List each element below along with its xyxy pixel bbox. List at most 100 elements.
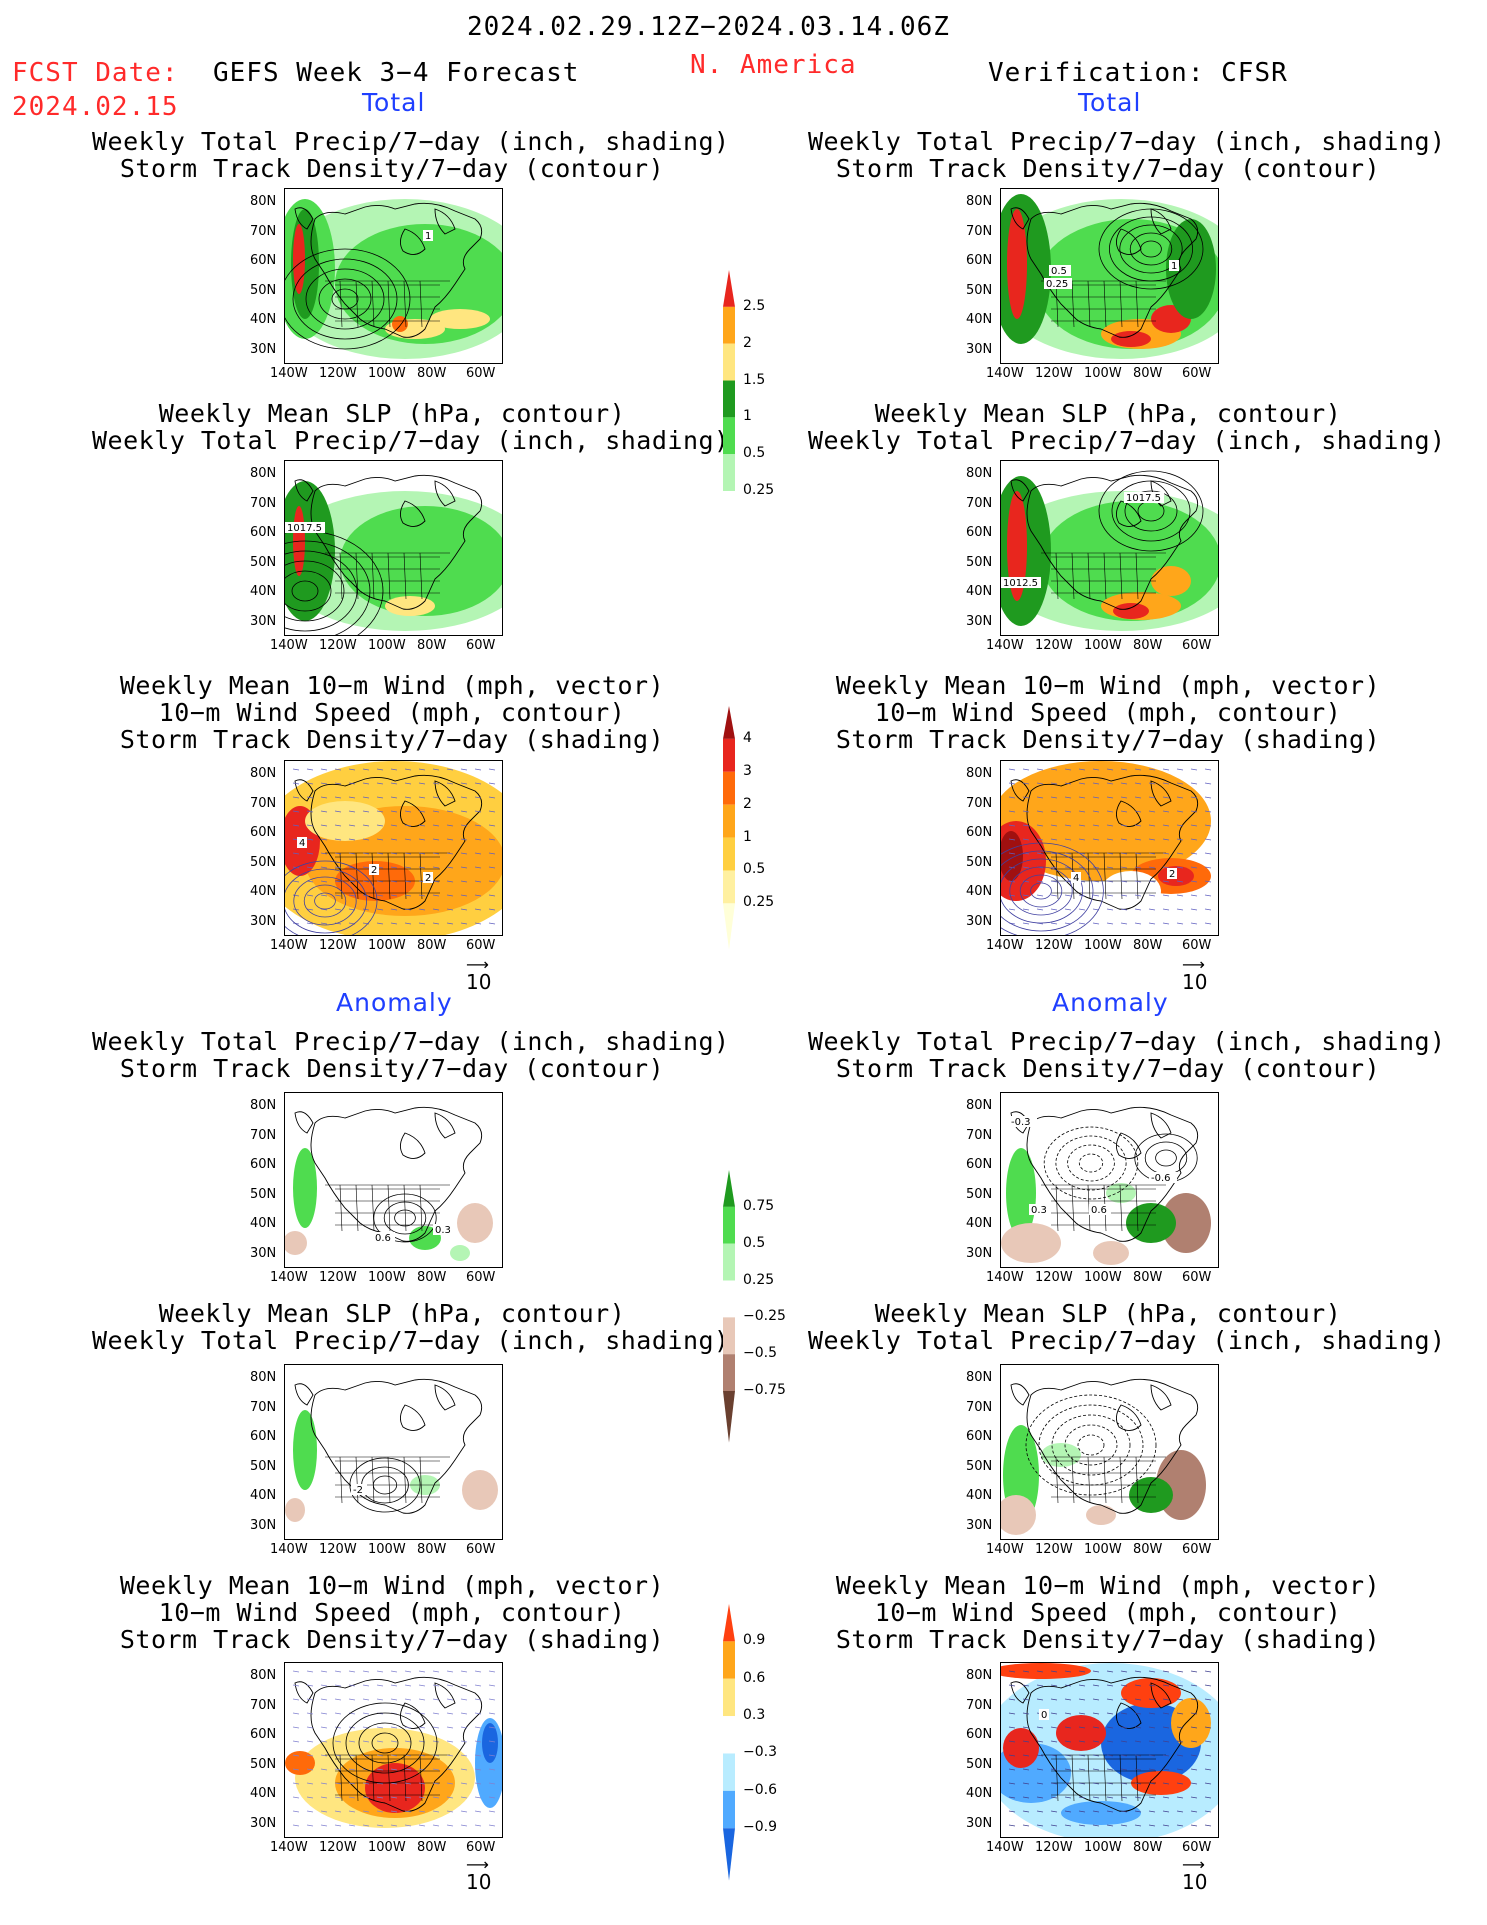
lon-tick-label: 140W [270, 366, 308, 381]
lat-tick-label: 70N [250, 223, 277, 239]
lon-tick-label: 140W [270, 938, 308, 953]
contour-label: -0.3 [1011, 1117, 1031, 1128]
lon-tick-label: 60W [1182, 1840, 1212, 1855]
colorbar-segment [723, 1790, 735, 1829]
lat-tick-label: 60N [250, 1429, 277, 1444]
lon-tick-label: 100W [368, 1270, 406, 1285]
title-r3: Weekly Mean 10−m Wind (mph, vector) 10−m … [835, 671, 1381, 754]
lat-tick-label: 30N [966, 1517, 993, 1533]
lat-tick-label: 80N [966, 1668, 993, 1683]
contour-label: 2 [425, 873, 431, 884]
lat-tick-label: 40N [250, 884, 277, 899]
lat-tick-label: 60N [966, 825, 993, 840]
shaded-area [1131, 1771, 1191, 1795]
colorbar-label: 4 [743, 729, 752, 746]
colorbar-label: 2 [743, 795, 752, 812]
shaded-area [1001, 1495, 1036, 1535]
map-anom-slp-verification [1000, 1364, 1219, 1540]
lon-tick-label: 140W [986, 1840, 1024, 1855]
lat-tick-label: 50N [966, 282, 993, 298]
contour-label: 2 [371, 865, 377, 876]
fcst-date-value: 2024.02.15 [12, 92, 179, 122]
map-anom-wind-forecast [284, 1662, 503, 1838]
colorbar-label: 2.5 [743, 297, 766, 314]
wind-vectors [1008, 768, 1212, 925]
colorbar-segment [723, 804, 735, 838]
lat-tick-label: 60N [966, 525, 993, 540]
lat-tick-label: 30N [966, 341, 993, 357]
lat-tick-label: 50N [250, 1756, 277, 1772]
lat-tick-label: 30N [250, 1245, 277, 1261]
lat-tick-label: 30N [250, 613, 277, 629]
title-l2: Weekly Mean SLP (hPa, contour) Weekly Tot… [92, 399, 730, 455]
map-total-precip-forecast: 1 [284, 188, 503, 364]
vector-ref-r6: ⟶ 10 [1182, 1855, 1208, 1895]
lat-tick-label: 80N [966, 1098, 993, 1113]
coastline [294, 1378, 483, 1514]
coastline [294, 1106, 483, 1242]
lat-tick-label: 40N [966, 1488, 993, 1503]
lat-tick-label: 70N [966, 1399, 993, 1415]
contour-label: 0.5 [1051, 266, 1067, 277]
lat-tick-label: 40N [966, 584, 993, 599]
lon-tick-label: 60W [1182, 938, 1212, 953]
colorbar-label: 0.9 [743, 1632, 766, 1649]
lat-tick-label: 30N [250, 913, 277, 929]
lat-tick-label: 60N [250, 253, 277, 268]
contour-label-bg [1044, 278, 1072, 289]
lat-tick-label: 50N [966, 1186, 993, 1202]
lon-tick-label: 60W [1182, 638, 1212, 653]
colorbar-segment [723, 1753, 735, 1791]
colorbar-segment [723, 1678, 735, 1717]
colorbar-label: −0.3 [743, 1744, 777, 1761]
lon-tick-label: 140W [270, 1840, 308, 1855]
lon-tick-label: 120W [1035, 366, 1073, 381]
shaded-area [1001, 761, 1211, 881]
lat-tick-label: 60N [966, 1429, 993, 1444]
contour-label: 1017.5 [287, 523, 322, 534]
colorbar-label: 0.5 [743, 861, 766, 878]
contour-label: 0.3 [1031, 1205, 1047, 1216]
state-borders [1041, 552, 1166, 600]
lon-tick-label: 140W [986, 1542, 1024, 1557]
colorbar-segment [723, 1354, 735, 1392]
colorbar-segment [723, 1604, 735, 1642]
shaded-area [430, 309, 490, 329]
colorbar-label: −0.5 [743, 1345, 777, 1362]
wind-vectors [292, 768, 496, 925]
lon-tick-label: 60W [1182, 366, 1212, 381]
contour-label-bg [1089, 1204, 1111, 1215]
colorbar-label: −0.25 [743, 1308, 786, 1325]
lon-tick-label: 80W [1133, 938, 1163, 953]
shaded-area [1126, 1203, 1176, 1243]
colorbar-label: 3 [743, 762, 752, 779]
shaded-area [1041, 1443, 1081, 1467]
contour-label-bg [1009, 1116, 1037, 1127]
lon-tick-label: 60W [466, 938, 496, 953]
lat-tick-label: 70N [966, 795, 993, 811]
colorbar-label: 1 [743, 408, 752, 425]
colorbar-segment [723, 1280, 735, 1318]
shaded-area [1056, 1715, 1106, 1751]
colorbar-segment [723, 1828, 735, 1881]
contour-label: 1 [1171, 261, 1177, 272]
colorbar-label: 0.75 [743, 1197, 775, 1214]
lon-tick-label: 80W [1133, 638, 1163, 653]
title-l3: Weekly Mean 10−m Wind (mph, vector) 10−m … [119, 671, 665, 754]
lat-tick-label: 40N [966, 884, 993, 899]
lon-tick-label: 120W [1035, 1840, 1073, 1855]
shaded-area [340, 506, 502, 616]
lon-tick-label: 80W [417, 1840, 447, 1855]
lat-tick-label: 80N [250, 1370, 277, 1385]
shaded-area [457, 1203, 493, 1243]
shaded-area [1001, 1663, 1091, 1679]
vector-ref-l3: ⟶ 10 [466, 955, 492, 995]
title-l1: Weekly Total Precip/7−day (inch, shading… [92, 127, 730, 183]
contour-label-bg [285, 522, 325, 533]
lon-tick-label: 80W [417, 638, 447, 653]
state-borders [1041, 1754, 1166, 1802]
colorbar-segment [723, 738, 735, 772]
colorbar-storm-total: 4 3 2 1 0.5 0.25 [723, 706, 774, 956]
lat-tick-label: 60N [966, 1727, 993, 1742]
